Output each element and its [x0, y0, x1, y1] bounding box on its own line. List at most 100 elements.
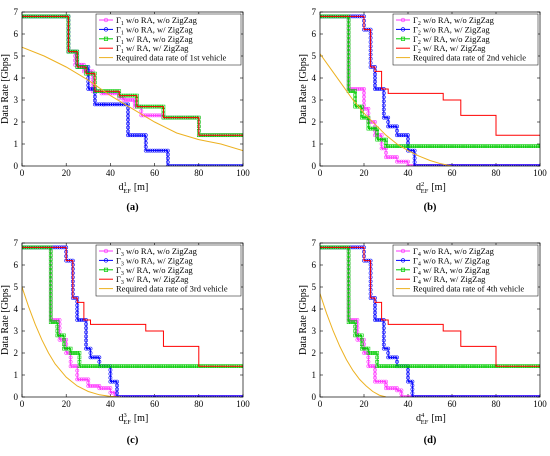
series-marker-1 [406, 133, 410, 138]
series-marker-2 [366, 351, 371, 355]
series-marker-2 [148, 364, 152, 369]
series-marker-0 [364, 351, 369, 355]
series-marker-2 [55, 329, 60, 333]
series-marker-0 [75, 364, 80, 369]
series-marker-2 [507, 144, 512, 148]
series-marker-1 [408, 379, 413, 384]
series-marker-0 [362, 95, 366, 99]
series-marker-2 [353, 329, 358, 333]
series-line-4 [22, 46, 243, 152]
series-marker-2 [48, 257, 53, 262]
y-tick-label: 7 [312, 238, 317, 248]
series-marker-2 [190, 364, 194, 369]
series-marker-2 [155, 364, 159, 369]
series-marker-1 [381, 115, 386, 120]
y-tick-label: 2 [312, 348, 317, 358]
plot-frame [319, 11, 541, 167]
series-marker-2 [353, 333, 358, 338]
series-marker-0 [355, 318, 360, 322]
series-marker-0 [130, 98, 135, 102]
series-marker-2 [57, 333, 62, 338]
legend-label: Γ3 w/o RA, w/o ZigZag [116, 246, 198, 258]
series-line-4 [320, 293, 387, 397]
series-marker-2 [351, 320, 355, 325]
series-line-0 [22, 246, 243, 397]
series-marker-2 [48, 312, 53, 317]
series-marker-1 [84, 322, 88, 326]
series-marker-0 [75, 368, 80, 373]
series-marker-2 [373, 351, 377, 355]
series-marker-2 [375, 351, 380, 355]
series-marker-0 [57, 329, 62, 334]
series-marker-0 [403, 159, 408, 164]
series-marker-2 [166, 364, 170, 369]
series-marker-2 [185, 364, 190, 369]
y-tick-label: 7 [312, 7, 317, 17]
series-marker-2 [130, 364, 135, 369]
series-marker-2 [53, 320, 57, 325]
series-marker-0 [370, 364, 375, 369]
series-marker-2 [346, 50, 351, 54]
series-marker-0 [112, 390, 117, 395]
series-marker-1 [128, 133, 133, 138]
series-marker-2 [48, 300, 53, 305]
series-marker-0 [70, 364, 75, 369]
series-marker-1 [386, 351, 391, 355]
series-marker-0 [366, 111, 371, 116]
series-marker-2 [359, 108, 364, 113]
series-marker-2 [439, 144, 443, 148]
series-marker-1 [401, 133, 406, 138]
series-marker-2 [419, 364, 424, 369]
series-marker-2 [55, 320, 60, 325]
series-marker-2 [531, 144, 536, 148]
series-marker-1 [381, 107, 386, 112]
series-marker-1 [384, 346, 388, 351]
series-marker-2 [458, 364, 463, 369]
series-marker-2 [414, 144, 419, 148]
series-marker-2 [406, 144, 410, 148]
series-marker-2 [62, 346, 66, 351]
series-marker-2 [436, 364, 441, 369]
series-marker-2 [77, 364, 82, 369]
series-marker-1 [115, 383, 119, 388]
series-marker-2 [346, 81, 351, 86]
series-marker-0 [359, 87, 364, 91]
x-tick-label: 0 [20, 399, 25, 409]
series-marker-2 [463, 364, 468, 369]
series-marker-2 [392, 144, 397, 148]
series-marker-0 [377, 379, 382, 384]
legend-label: Γ1 w/o RA, w/ ZigZag [116, 24, 193, 36]
series-marker-0 [81, 69, 86, 74]
series-marker-2 [353, 100, 358, 105]
series-marker-1 [406, 371, 410, 376]
series-marker-2 [141, 364, 146, 369]
series-marker-1 [93, 355, 97, 360]
series-marker-1 [373, 76, 377, 80]
series-marker-2 [157, 364, 161, 369]
series-marker-0 [381, 146, 386, 151]
series-marker-2 [84, 364, 88, 369]
series-marker-2 [366, 119, 371, 124]
legend-label: Γ3 w/o RA, w/ ZigZag [116, 255, 193, 267]
series-marker-1 [95, 355, 100, 360]
series-marker-1 [101, 102, 106, 107]
series-marker-1 [143, 140, 148, 145]
series-marker-1 [406, 368, 410, 372]
series-marker-1 [373, 87, 377, 91]
series-marker-1 [406, 375, 410, 380]
series-marker-1 [75, 314, 80, 319]
series-marker-2 [362, 346, 366, 351]
series-marker-1 [126, 125, 130, 130]
series-marker-2 [417, 144, 421, 148]
series-marker-2 [359, 104, 364, 109]
series-marker-1 [150, 148, 155, 153]
series-marker-1 [386, 355, 391, 360]
series-marker-2 [359, 112, 364, 116]
series-marker-1 [165, 152, 170, 157]
series-marker-1 [97, 355, 102, 360]
series-marker-2 [450, 364, 454, 369]
series-marker-0 [366, 359, 371, 364]
series-marker-2 [432, 364, 437, 369]
series-marker-1 [381, 342, 386, 347]
series-marker-1 [381, 322, 386, 326]
